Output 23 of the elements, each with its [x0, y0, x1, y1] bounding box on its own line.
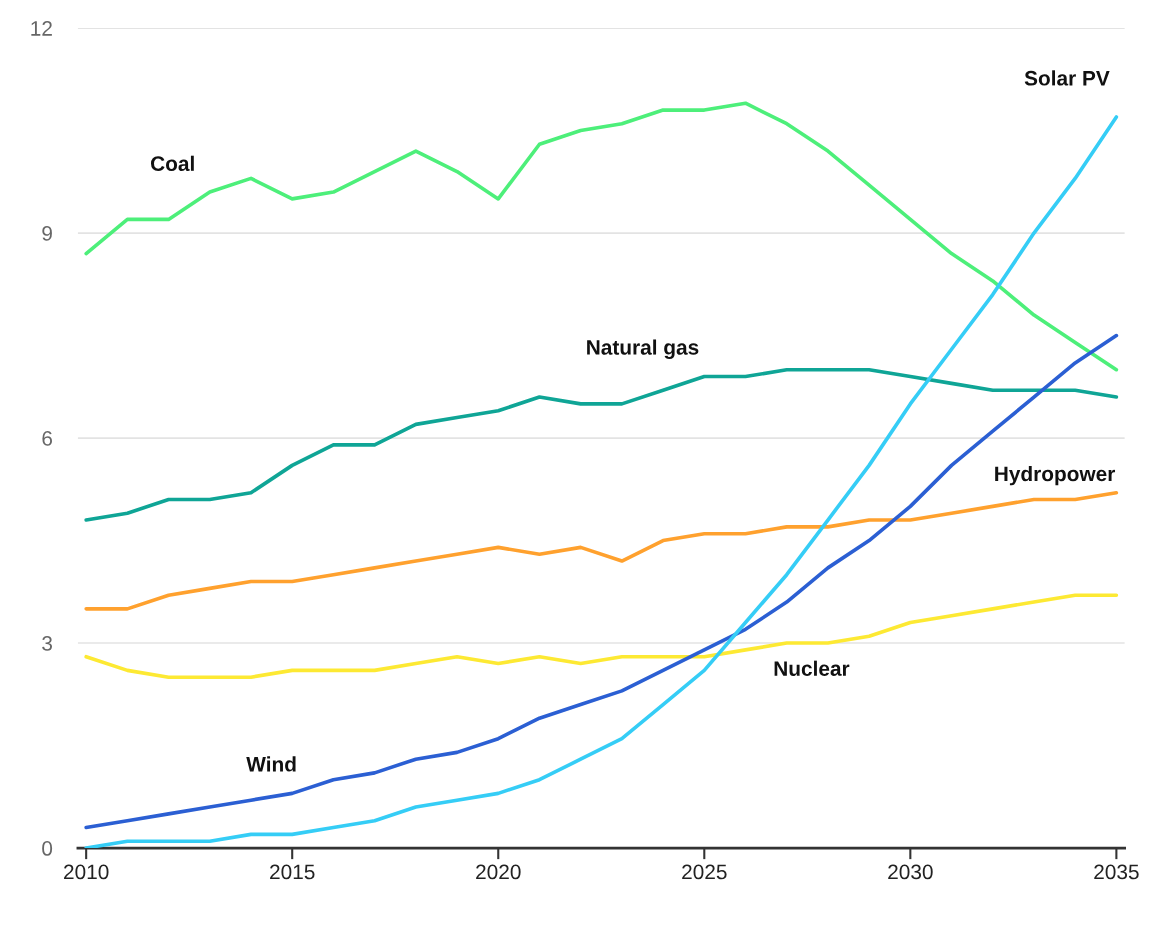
line-series: [84, 333, 1119, 830]
line-series: [84, 593, 1119, 680]
x-tick-label: 2010: [64, 864, 109, 880]
y-tick-label: 0: [42, 841, 53, 856]
x-tick-label: 2025: [682, 864, 727, 880]
series-label: Solar PV: [1024, 70, 1110, 86]
x-tick-label: 2030: [888, 864, 933, 880]
x-tick-label: 2015: [270, 864, 315, 880]
line-series: [84, 115, 1119, 849]
line-series: [84, 490, 1119, 611]
line-series: [84, 367, 1119, 522]
y-tick-label: 3: [42, 636, 53, 651]
x-tick-label: 2035: [1094, 864, 1139, 880]
series-label: Nuclear: [774, 660, 850, 676]
series-label: Natural gas: [587, 339, 699, 359]
series-label: Coal: [150, 155, 194, 172]
x-tick-label: 2020: [476, 864, 521, 880]
y-tick-label: 6: [42, 431, 53, 446]
line-series: [84, 101, 1119, 372]
y-tick-label: 9: [42, 226, 52, 241]
series-label: Hydropower: [995, 465, 1116, 486]
y-tick-label: 12: [31, 21, 52, 36]
series-label: Wind: [246, 756, 296, 772]
